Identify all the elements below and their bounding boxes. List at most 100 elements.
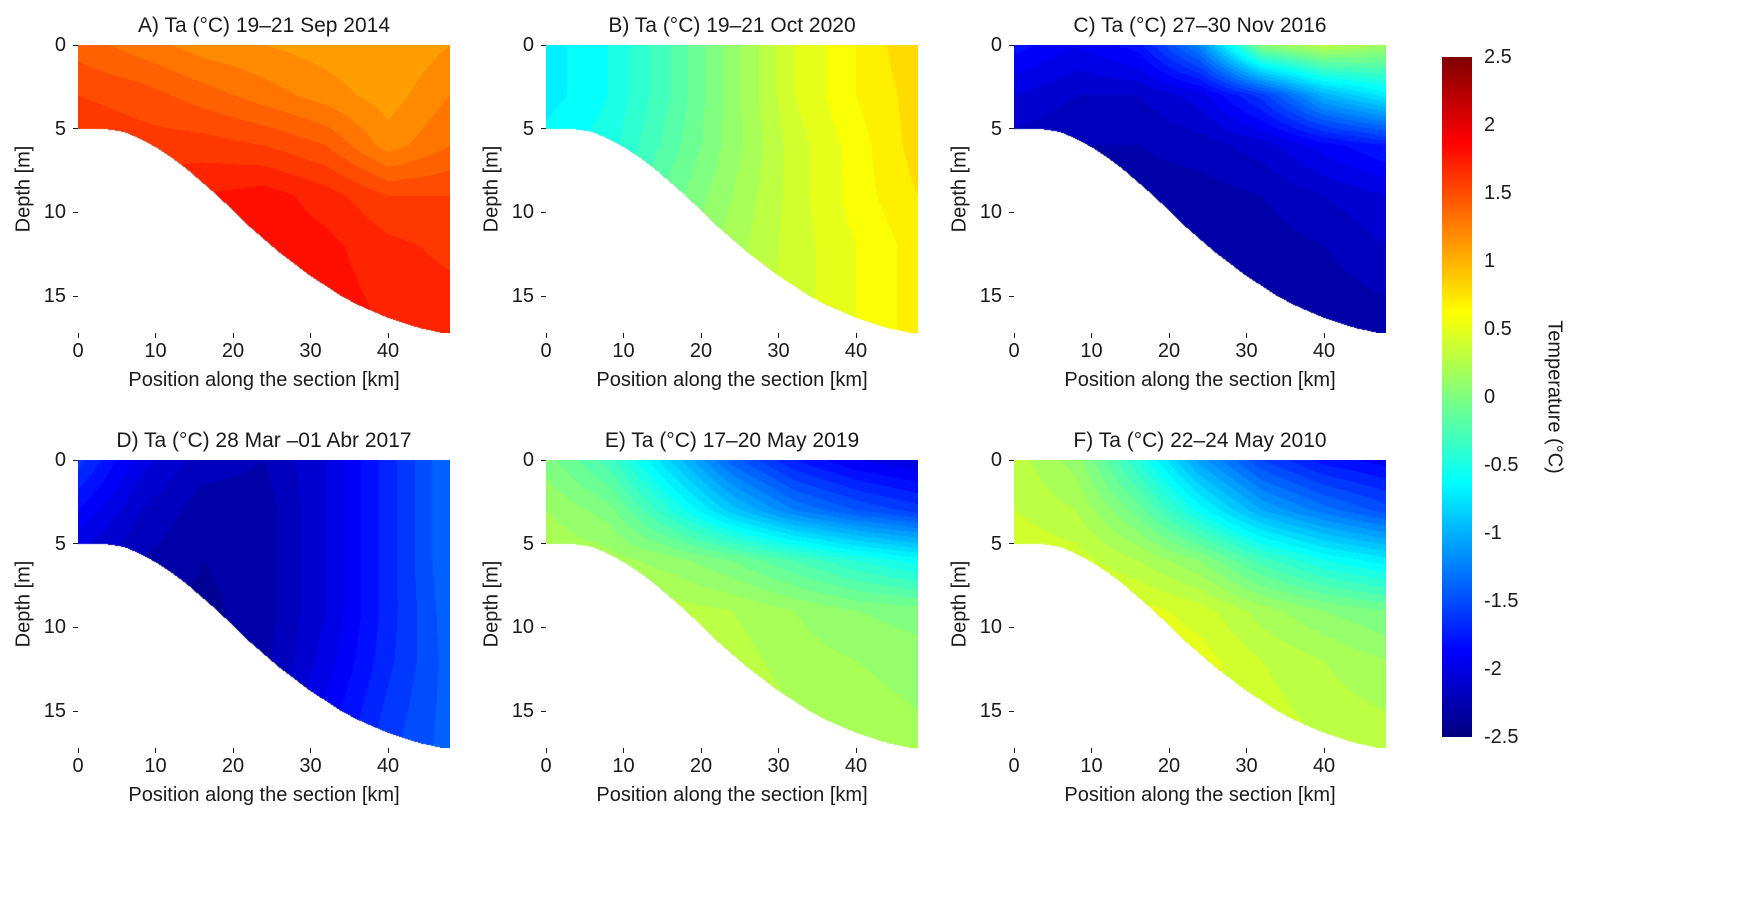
y-tick-label: 15 [43, 700, 66, 723]
y-tick [73, 459, 78, 461]
x-tick [623, 333, 624, 338]
y-tick [1009, 626, 1014, 628]
x-tick-label: 20 [1157, 755, 1181, 777]
x-tick-label: 30 [299, 340, 322, 362]
colorbar-tick-label: 1 [1484, 250, 1496, 272]
x-tick-label: 30 [299, 755, 322, 777]
x-axis-label: Position along the section [km] [596, 784, 868, 806]
panel-b: B) Ta (°C) 19–21 Oct 2020 Depth [m] Posi… [468, 8, 936, 418]
heatmap-canvas-d [78, 460, 450, 748]
y-tick [541, 459, 546, 461]
x-tick [387, 748, 389, 753]
colorbar-tick-label: -1.5 [1484, 590, 1519, 612]
y-tick-label: 5 [522, 117, 534, 140]
x-tick [545, 333, 547, 338]
x-tick [545, 748, 547, 753]
x-tick [232, 748, 234, 753]
y-tick [73, 211, 78, 213]
x-tick [310, 748, 311, 753]
x-tick-label: 30 [767, 340, 790, 362]
y-tick-label: 5 [990, 532, 1002, 555]
heatmap-canvas-c [1014, 45, 1386, 333]
x-tick [1246, 333, 1247, 338]
y-tick-label: 10 [43, 616, 66, 639]
x-tick [1168, 748, 1170, 753]
x-tick [1246, 748, 1247, 753]
colorbar-tick-label: -2 [1484, 658, 1502, 680]
panel-a: A) Ta (°C) 19–21 Sep 2014 Depth [m] Posi… [0, 8, 468, 418]
x-tick [778, 748, 779, 753]
y-tick [541, 128, 546, 130]
x-tick [310, 333, 311, 338]
x-tick [1013, 333, 1015, 338]
panel-title: B) Ta (°C) 19–21 Oct 2020 [608, 14, 856, 37]
x-tick-label: 0 [540, 340, 552, 362]
panel-title: D) Ta (°C) 28 Mar –01 Abr 2017 [116, 429, 412, 452]
y-tick-label: 0 [522, 34, 534, 56]
colorbar-tick-label: 0 [1484, 386, 1496, 408]
y-tick-label: 0 [990, 34, 1002, 56]
panel-e: E) Ta (°C) 17–20 May 2019 Depth [m] Posi… [468, 423, 936, 833]
x-tick-label: 20 [689, 340, 713, 362]
x-tick-label: 20 [221, 755, 245, 777]
x-tick-label: 30 [1235, 755, 1258, 777]
x-tick-label: 0 [540, 755, 552, 777]
panel-f: F) Ta (°C) 22–24 May 2010 Depth [m] Posi… [936, 423, 1404, 833]
x-tick-label: 40 [1312, 340, 1336, 362]
panel-title: C) Ta (°C) 27–30 Nov 2016 [1073, 14, 1327, 37]
x-tick-label: 40 [1312, 755, 1336, 777]
x-tick [232, 333, 234, 338]
y-tick-label: 15 [43, 285, 66, 308]
y-tick-label: 15 [511, 285, 534, 308]
colorbar: Temperature (°C) 2.5 2 1.5 1 0.5 0 -0.5 -1 -1.5 -… [1404, 0, 1754, 924]
x-tick-label: 10 [1080, 755, 1103, 777]
y-tick [1009, 459, 1014, 461]
y-tick [73, 626, 78, 628]
y-tick [541, 543, 546, 545]
colorbar-tick-label: 2.5 [1484, 46, 1512, 68]
y-tick-label: 5 [54, 532, 66, 555]
x-tick [700, 748, 702, 753]
y-tick [1009, 295, 1014, 297]
y-tick [73, 710, 78, 712]
y-tick-label: 15 [511, 700, 534, 723]
colorbar-tick-label: -2.5 [1484, 726, 1519, 748]
colorbar-tick-label: -0.5 [1484, 454, 1519, 476]
y-tick [541, 710, 546, 712]
colorbar-canvas [1442, 57, 1472, 737]
y-tick-label: 10 [43, 201, 66, 224]
x-tick-label: 40 [376, 340, 400, 362]
y-tick [1009, 710, 1014, 712]
y-tick-label: 0 [522, 449, 534, 471]
x-tick [1091, 748, 1092, 753]
x-tick [778, 333, 779, 338]
x-tick [77, 748, 79, 753]
colorbar-tick-label: 1.5 [1484, 182, 1512, 204]
panel-c: C) Ta (°C) 27–30 Nov 2016 Depth [m] Posi… [936, 8, 1404, 418]
y-tick-label: 0 [54, 449, 66, 471]
x-tick-label: 40 [844, 340, 868, 362]
y-tick [1009, 44, 1014, 46]
panel-title: A) Ta (°C) 19–21 Sep 2014 [138, 14, 390, 37]
colorbar-label: Temperature (°C) [1543, 320, 1566, 474]
x-tick-label: 10 [612, 340, 635, 362]
y-tick [1009, 211, 1014, 213]
x-tick-label: 10 [144, 340, 167, 362]
heatmap-canvas-b [546, 45, 918, 333]
y-tick-label: 10 [511, 616, 534, 639]
y-tick [73, 128, 78, 130]
y-tick [541, 44, 546, 46]
x-tick [155, 748, 156, 753]
x-tick-label: 20 [1157, 340, 1181, 362]
y-tick [541, 626, 546, 628]
colorbar-tick-label: 2 [1484, 114, 1496, 136]
x-tick [1013, 748, 1015, 753]
y-tick-label: 10 [979, 616, 1002, 639]
panel-d: D) Ta (°C) 28 Mar –01 Abr 2017 Depth [m]… [0, 423, 468, 833]
x-tick [77, 333, 79, 338]
heatmap-canvas-f [1014, 460, 1386, 748]
y-tick-label: 0 [990, 449, 1002, 471]
x-tick [1323, 333, 1325, 338]
y-tick-label: 10 [979, 201, 1002, 224]
y-tick [541, 211, 546, 213]
